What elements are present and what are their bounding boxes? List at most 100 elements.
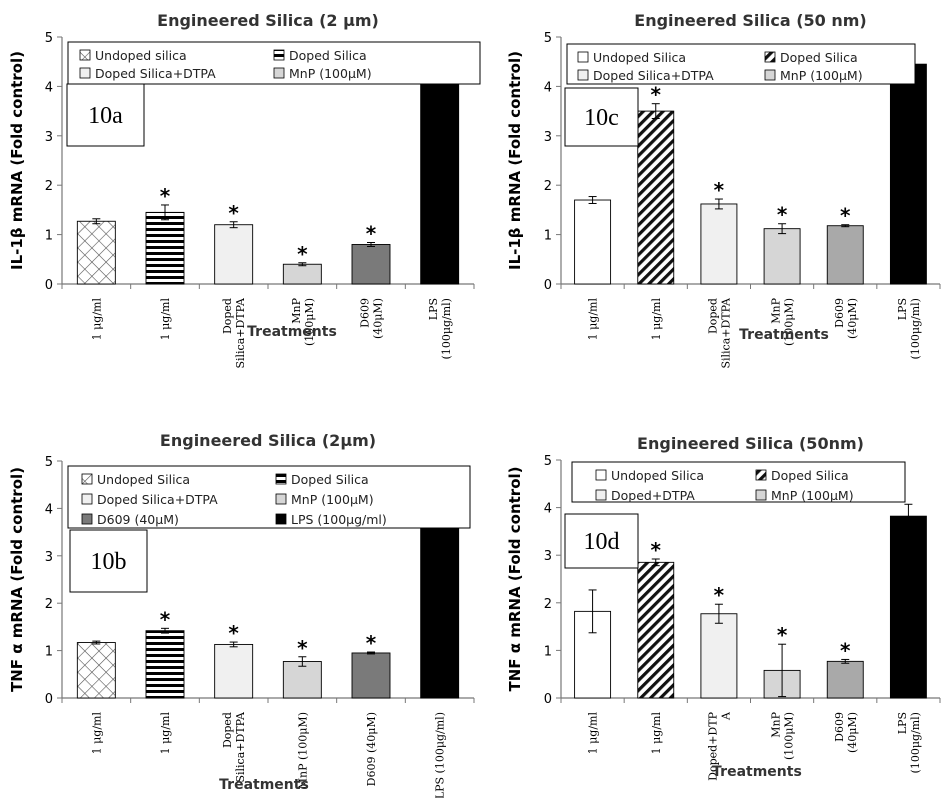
legend-entry: MnP (100μM) (780, 68, 863, 83)
bar (282, 263, 322, 285)
legend-swatch (764, 51, 776, 63)
legend-frame (571, 461, 906, 503)
legend-entry: Doped Silica+DTPA (593, 68, 714, 83)
significance-marker: * (777, 623, 788, 647)
bar (420, 516, 460, 699)
legend-swatch (275, 513, 287, 525)
legend-swatch (273, 67, 285, 79)
chart-title: Engineered Silica (2 μm) (157, 11, 379, 30)
significance-marker: * (777, 203, 788, 227)
panel-label-box (564, 87, 639, 147)
y-tick-label: 1 (45, 229, 53, 244)
bar (145, 211, 185, 285)
legend-swatch (595, 489, 607, 501)
category-label: MnP (290, 297, 303, 323)
bar (574, 199, 612, 285)
significance-marker: * (297, 242, 308, 266)
y-tick-label: 1 (544, 229, 552, 244)
chart-panel-10c: Engineered Silica (50 nm) IL-1β mRNA (Fol… (506, 11, 941, 369)
significance-marker: * (228, 201, 239, 225)
category-label: LPS (896, 298, 909, 320)
significance-marker: * (840, 638, 851, 662)
significance-marker: * (366, 222, 377, 246)
category-label: LPS (427, 298, 440, 320)
bar (637, 561, 675, 699)
y-tick-label: 0 (45, 278, 53, 293)
legend-entry: MnP (100μM) (289, 66, 372, 81)
y-tick-label: 4 (45, 502, 53, 517)
category-label: Silica+DTPA (234, 711, 247, 783)
legend-swatch (79, 67, 91, 79)
bar (76, 642, 116, 699)
category-label: D609 (359, 298, 372, 328)
category-label: Doped (221, 298, 234, 334)
legend-entry: MnP (100μM) (771, 488, 854, 503)
legend-frame (67, 465, 471, 529)
bar (351, 652, 391, 699)
bar (282, 661, 322, 699)
legend-entry: Undoped silica (95, 48, 187, 63)
y-tick-label: 2 (544, 179, 552, 194)
legend-frame (566, 43, 916, 85)
x-axis-label: Treatments (247, 324, 337, 340)
bar (214, 224, 254, 285)
legend-swatch (577, 51, 589, 63)
panel-label: 10b (91, 549, 127, 575)
bar (145, 630, 185, 699)
legend-entry: Doped Silica (780, 50, 858, 65)
y-tick-label: 3 (45, 550, 53, 565)
y-tick-label: 5 (45, 31, 53, 46)
y-tick-label: 2 (45, 597, 53, 612)
significance-marker: * (366, 631, 377, 655)
y-tick-label: 0 (544, 692, 552, 707)
panel-label-box (564, 513, 639, 569)
panel-label-box (69, 529, 148, 593)
legend-swatch (81, 513, 93, 525)
legend-entry: Undoped Silica (611, 468, 704, 483)
panel-label: 10c (584, 105, 619, 131)
chart-panel-10d: Engineered Silica (50nm) TNF α mRNA (Fold… (506, 434, 941, 781)
bar (826, 225, 864, 285)
panel-label: 10a (88, 103, 123, 129)
legend-entry: D609 (40μM) (97, 512, 179, 527)
category-label: 1 μg/ml (650, 712, 663, 755)
y-tick-label: 4 (45, 80, 53, 95)
category-label: 1 μg/ml (159, 298, 172, 341)
legend-swatch (755, 489, 767, 501)
legend-swatch (275, 493, 287, 505)
category-label: (40μM) (846, 298, 859, 339)
x-axis-label: Treatments (219, 777, 309, 793)
legend-swatch (764, 69, 776, 81)
bar (420, 63, 460, 285)
legend-swatch (577, 69, 589, 81)
y-tick-label: 4 (544, 502, 552, 517)
significance-marker: * (651, 538, 662, 562)
x-axis-label: Treatments (712, 764, 802, 780)
bar (826, 660, 864, 699)
legend-swatch (81, 493, 93, 505)
category-label: Doped+DTP (706, 711, 719, 780)
y-tick-label: 1 (45, 645, 53, 660)
category-label: D609 (833, 712, 846, 742)
chart-panel-10a: Engineered Silica (2 μm) IL-1β mRNA (Fold… (8, 11, 481, 369)
category-label: 1 μg/ml (587, 712, 600, 755)
bar (76, 220, 116, 285)
legend-entry: LPS (100μg/ml) (291, 512, 387, 527)
x-axis-label: Treatments (739, 327, 829, 343)
legend: Undoped Silica Doped Silica Doped Silica+D… (566, 43, 916, 85)
legend: Undoped silica Doped Silica Doped Silica+D… (67, 41, 481, 85)
category-label: 1 μg/ml (90, 298, 103, 341)
category-label: D609 (40μM) (365, 712, 378, 786)
category-label: MnP (770, 297, 783, 323)
legend-swatch (79, 49, 91, 61)
category-label: (40μM) (372, 298, 385, 339)
category-label: D609 (833, 298, 846, 328)
legend-swatch (595, 469, 607, 481)
y-tick-label: 0 (45, 692, 53, 707)
category-label: LPS (896, 712, 909, 734)
significance-marker: * (714, 583, 725, 607)
significance-marker: * (714, 178, 725, 202)
significance-marker: * (160, 607, 171, 631)
